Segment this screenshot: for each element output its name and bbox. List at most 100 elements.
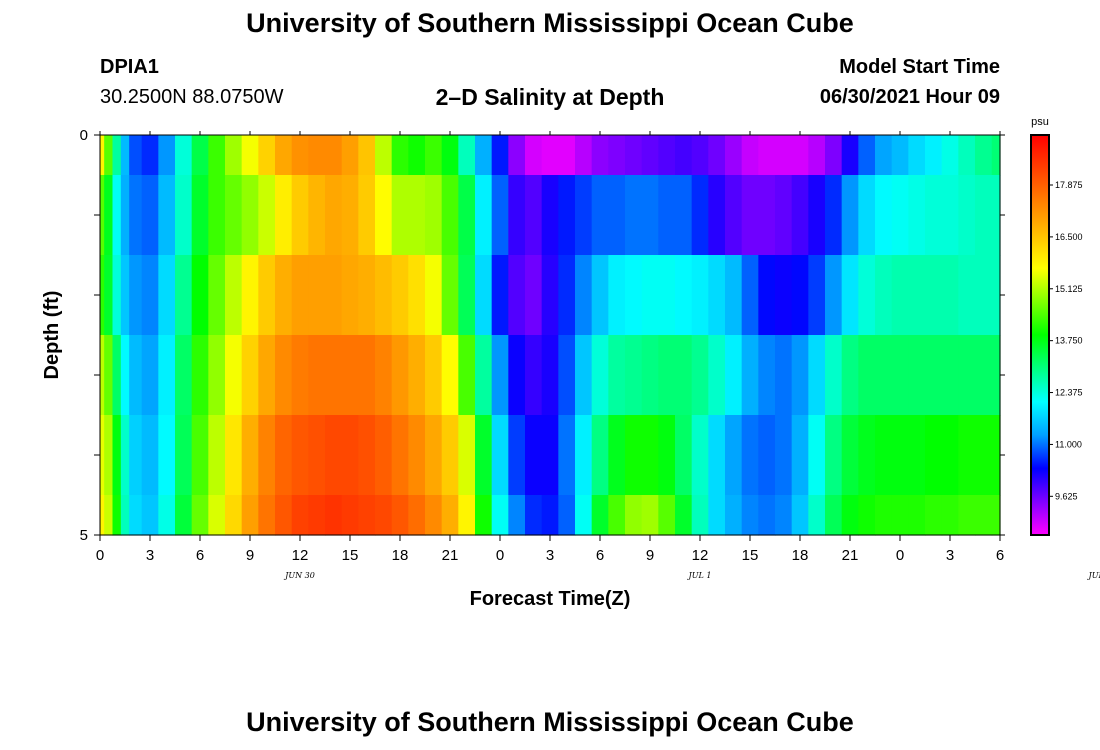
heatmap-cell xyxy=(175,415,193,496)
heatmap-cell xyxy=(691,495,709,536)
colorbar-tick-label: 15.125 xyxy=(1055,284,1083,294)
heatmap-cell xyxy=(258,135,276,176)
heatmap-cell xyxy=(625,335,643,416)
heatmap-cell xyxy=(725,255,743,336)
heatmap-cell xyxy=(375,255,393,336)
heatmap-cell xyxy=(129,495,143,536)
heatmap-cell xyxy=(158,255,176,336)
heatmap-cell xyxy=(825,135,843,176)
x-tick-label: 15 xyxy=(342,547,359,564)
heatmap-cell xyxy=(641,255,659,336)
heatmap-cell xyxy=(991,255,1001,336)
heatmap-cell xyxy=(575,175,593,256)
heatmap-cell xyxy=(691,415,709,496)
heatmap-cell xyxy=(591,415,609,496)
heatmap-cell xyxy=(158,495,176,536)
heatmap-cell xyxy=(241,175,259,256)
heatmap-cell xyxy=(841,415,859,496)
heatmap-cell xyxy=(104,335,114,416)
heatmap-cell xyxy=(525,335,543,416)
heatmap-cell xyxy=(275,135,293,176)
heatmap-cell xyxy=(941,335,959,416)
heatmap-cell xyxy=(475,135,493,176)
heatmap-cell xyxy=(875,335,893,416)
heatmap-cell xyxy=(129,175,143,256)
heatmap-cell xyxy=(908,495,926,536)
heatmap-cell xyxy=(191,415,209,496)
heatmap-cell xyxy=(325,135,343,176)
heatmap-cell xyxy=(658,415,676,496)
heatmap-cell xyxy=(275,415,293,496)
heatmap-cell xyxy=(791,255,809,336)
heatmap-cell xyxy=(158,135,176,176)
heatmap-cell xyxy=(129,335,143,416)
heatmap-cell xyxy=(208,495,226,536)
heatmap-cell xyxy=(100,495,105,536)
heatmap-cell xyxy=(541,495,559,536)
heatmap-cell xyxy=(458,175,476,256)
heatmap-cell xyxy=(458,415,476,496)
axes: 0 3 6 9 12 15 18 21 0 3 6 9 12 15 18 21 0 3 6 JUN 30 JUL 1 JU… xyxy=(80,127,1100,580)
heatmap-cell xyxy=(841,495,859,536)
heatmap-cell xyxy=(120,495,130,536)
heatmap-cell xyxy=(491,495,509,536)
heatmap-cell xyxy=(408,415,426,496)
heatmap-cell xyxy=(391,135,409,176)
heatmap-cell xyxy=(725,335,743,416)
heatmap-cell xyxy=(541,255,559,336)
heatmap-cell xyxy=(775,135,793,176)
date-label: JUL 2 xyxy=(1087,571,1100,580)
heatmap-cell xyxy=(225,255,243,336)
heatmap-cell xyxy=(758,415,776,496)
page-title-footer: University of Southern Mississippi Ocean… xyxy=(246,707,854,737)
heatmap-cell xyxy=(525,495,543,536)
heatmap-cell xyxy=(808,415,826,496)
heatmap-cell xyxy=(491,415,509,496)
heatmap-cell xyxy=(558,495,576,536)
heatmap-cell xyxy=(475,495,493,536)
heatmap-cell xyxy=(625,135,643,176)
heatmap-cell xyxy=(508,495,526,536)
heatmap-cell xyxy=(591,255,609,336)
heatmap-cell xyxy=(112,255,122,336)
heatmap-cell xyxy=(458,135,476,176)
heatmap-cell xyxy=(225,135,243,176)
heatmap-cell xyxy=(158,175,176,256)
heatmap-cell xyxy=(775,415,793,496)
heatmap-cell xyxy=(325,495,343,536)
heatmap-cell xyxy=(925,335,943,416)
heatmap-cell xyxy=(525,135,543,176)
heatmap-cell xyxy=(120,415,130,496)
heatmap-cell xyxy=(941,495,959,536)
heatmap-cell xyxy=(891,135,909,176)
y-tick-label: 5 xyxy=(80,527,88,544)
heatmap-cell xyxy=(375,495,393,536)
heatmap-cell xyxy=(758,495,776,536)
heatmap-cell xyxy=(112,175,122,256)
heatmap-cell xyxy=(641,335,659,416)
heatmap-cell xyxy=(975,255,993,336)
station-id: DPIA1 xyxy=(100,56,159,78)
heatmap-cell xyxy=(241,415,259,496)
heatmap-cell xyxy=(691,175,709,256)
heatmap-cells xyxy=(100,135,1001,536)
heatmap-cell xyxy=(708,135,726,176)
heatmap-cell xyxy=(775,335,793,416)
heatmap-cell xyxy=(908,335,926,416)
heatmap-cell xyxy=(104,255,114,336)
heatmap-cell xyxy=(975,335,993,416)
heatmap-cell xyxy=(875,135,893,176)
heatmap-cell xyxy=(158,335,176,416)
heatmap-cell xyxy=(925,415,943,496)
heatmap-cell xyxy=(608,415,626,496)
heatmap-cell xyxy=(120,135,130,176)
heatmap-cell xyxy=(825,335,843,416)
heatmap-cell xyxy=(141,415,159,496)
heatmap-cell xyxy=(741,135,759,176)
heatmap-cell xyxy=(141,495,159,536)
heatmap-cell xyxy=(541,175,559,256)
heatmap-cell xyxy=(458,335,476,416)
x-tick-label: 3 xyxy=(946,547,954,564)
y-axis-label: Depth (ft) xyxy=(41,291,63,380)
